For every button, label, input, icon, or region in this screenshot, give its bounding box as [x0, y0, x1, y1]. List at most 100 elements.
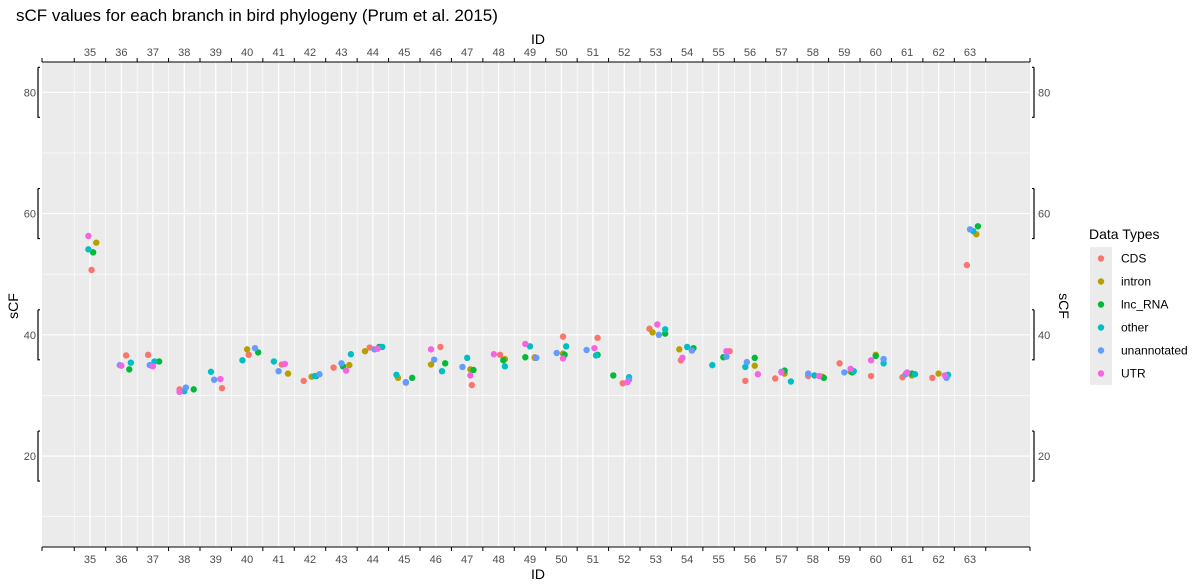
point-unannotated	[966, 226, 974, 233]
point-utr	[815, 372, 823, 380]
x-tick-label-bottom: 43	[335, 554, 347, 566]
chart-title: sCF values for each branch in bird phylo…	[16, 6, 498, 25]
point-other	[911, 371, 919, 378]
point-other	[85, 246, 92, 253]
x-tick-label-top: 58	[807, 47, 819, 59]
point-unannotated	[553, 349, 560, 357]
x-tick-label-bottom: 55	[712, 554, 724, 566]
point-other	[207, 368, 215, 375]
x-tick-label-top: 48	[492, 47, 504, 59]
x-tick-label-bottom: 53	[650, 554, 662, 566]
x-axis-title-bottom: ID	[531, 566, 545, 582]
axes: 35 35 36 36 37 37 38 38 39 39 40 40 41 41 42 42 43 43 44 44…	[24, 47, 1051, 566]
x-tick-label-top: 35	[84, 47, 96, 59]
x-tick-label-bottom: 47	[461, 554, 473, 566]
point-cds	[496, 351, 504, 359]
panel-background	[42, 62, 1030, 547]
x-tick-label-top: 57	[775, 47, 787, 59]
point-lnc-rna	[126, 366, 133, 373]
point-unannotated	[210, 376, 218, 383]
point-utr	[723, 347, 730, 355]
point-lnc-rna	[470, 366, 477, 374]
point-unannotated	[655, 331, 663, 339]
x-tick-label-top: 39	[210, 47, 222, 59]
point-cds	[144, 351, 152, 359]
y-bracket-right	[1032, 309, 1035, 361]
point-other	[562, 343, 570, 350]
point-unannotated	[275, 367, 282, 375]
x-tick-label-bottom: 52	[618, 554, 630, 566]
x-tick-label-top: 61	[901, 47, 913, 59]
y-tick-label-right: 20	[1038, 451, 1050, 463]
legend-title: Data Types	[1089, 226, 1160, 242]
legend-label: UTR	[1121, 367, 1146, 381]
x-tick-label-top: 43	[335, 47, 347, 59]
y-axis-title-left: sCF	[5, 293, 21, 319]
point-other	[127, 359, 135, 366]
point-cds	[300, 377, 307, 385]
point-utr	[467, 372, 474, 379]
point-cds	[330, 364, 337, 371]
point-other	[742, 363, 749, 371]
point-other	[270, 358, 278, 365]
point-cds	[929, 374, 936, 382]
point-unannotated	[251, 344, 259, 352]
point-lnc-rna	[500, 357, 507, 364]
legend-key	[1097, 278, 1105, 285]
point-unannotated	[316, 371, 323, 378]
x-tick-label-bottom: 42	[304, 554, 316, 566]
x-tick-label-bottom: 39	[210, 554, 222, 566]
x-tick-label-top: 36	[115, 47, 127, 59]
x-tick-label-top: 53	[650, 47, 662, 59]
point-utr	[679, 354, 686, 362]
point-cds	[963, 261, 971, 269]
x-tick-label-bottom: 37	[147, 554, 159, 566]
point-lnc-rna	[441, 360, 449, 367]
point-other	[347, 351, 355, 358]
point-unannotated	[583, 346, 590, 354]
x-tick-label-bottom: 56	[744, 554, 756, 566]
point-other	[661, 326, 669, 333]
x-tick-label-top: 47	[461, 47, 473, 59]
point-intron	[361, 347, 369, 355]
x-tick-label-bottom: 46	[430, 554, 442, 566]
legend-label: lnc_RNA	[1121, 298, 1168, 312]
legend-key	[1097, 255, 1105, 262]
point-utr	[941, 372, 949, 379]
point-unannotated	[804, 370, 812, 377]
point-utr	[427, 346, 435, 353]
point-utr	[654, 321, 661, 328]
legend-key-background	[1090, 247, 1112, 385]
point-unannotated	[430, 356, 438, 363]
point-cds	[771, 375, 779, 382]
x-tick-label-bottom: 62	[932, 554, 944, 566]
x-tick-label-bottom: 60	[870, 554, 882, 566]
point-utr	[490, 351, 498, 358]
point-unannotated	[459, 363, 466, 371]
point-cds	[437, 343, 444, 351]
point-intron	[935, 370, 942, 377]
x-tick-label-top: 37	[147, 47, 159, 59]
legend-label: CDS	[1121, 252, 1146, 266]
point-other	[709, 361, 716, 369]
y-bracket-left	[37, 187, 40, 240]
point-utr	[867, 357, 875, 364]
point-intron	[649, 329, 656, 336]
point-other	[463, 354, 471, 362]
legend-label: other	[1121, 321, 1148, 335]
point-utr	[847, 365, 854, 372]
x-tick-label-top: 60	[870, 47, 882, 59]
point-cds	[742, 377, 749, 385]
x-tick-label-top: 45	[398, 47, 410, 59]
y-axis-title-right: sCF	[1056, 293, 1072, 319]
point-unannotated	[723, 353, 730, 360]
x-tick-label-top: 59	[838, 47, 850, 59]
y-bracket-right	[1032, 430, 1035, 482]
x-tick-label-bottom: 45	[398, 554, 410, 566]
x-tick-label-top: 49	[524, 47, 536, 59]
x-tick-label-top: 46	[430, 47, 442, 59]
point-cds	[218, 384, 226, 392]
point-cds	[594, 334, 601, 342]
